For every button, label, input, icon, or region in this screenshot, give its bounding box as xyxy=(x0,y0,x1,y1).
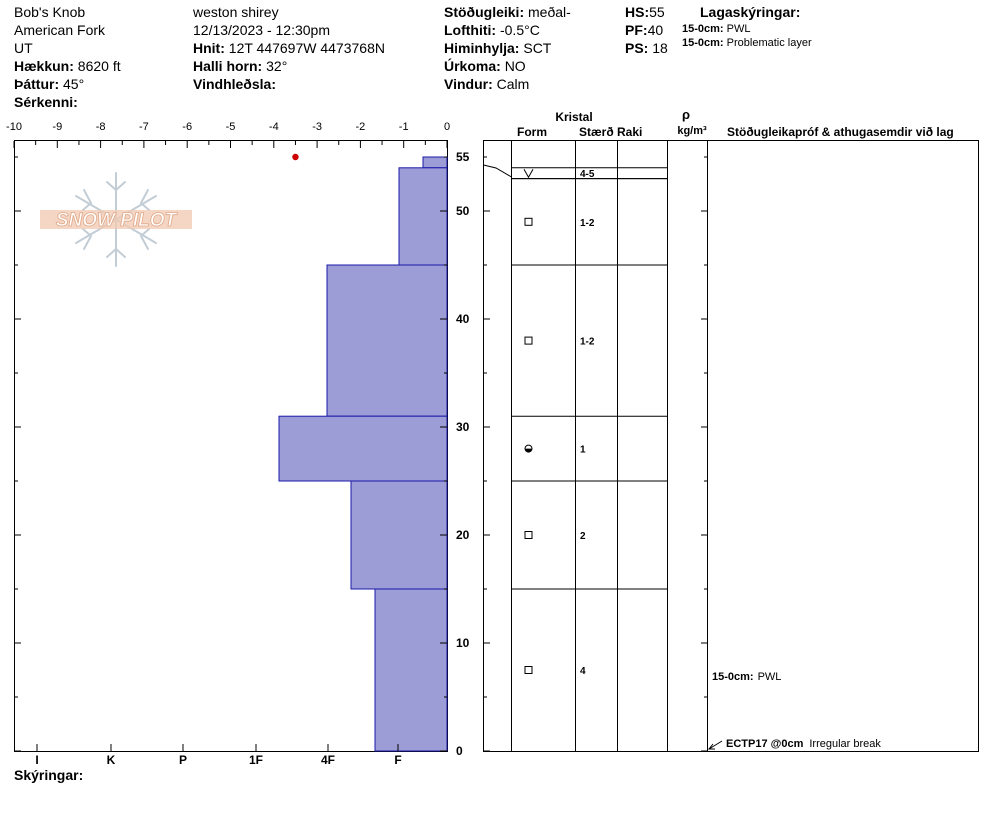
crystal-size: 1 xyxy=(580,445,586,456)
temp-tick-label: -10 xyxy=(6,121,22,133)
state: UT xyxy=(14,40,33,56)
depth-tick-label: 30 xyxy=(456,420,470,434)
aspect: Þáttur: 45° xyxy=(14,76,85,92)
hardness-tick-label: 1F xyxy=(249,753,263,767)
features: Sérkenni: xyxy=(14,94,78,110)
elevation: Hækkun: 8620 ft xyxy=(14,58,121,74)
depth-tick-label: 0 xyxy=(456,744,463,758)
layer-connector xyxy=(483,164,512,178)
depth-axis: 0 10 20 30 40 50 55 xyxy=(14,150,470,758)
snowpilot-logo: SNOW PILOT xyxy=(40,172,192,267)
sky-cover: Himinhylja: SCT xyxy=(444,40,552,56)
table-row: 4-5 xyxy=(523,168,595,180)
crystal-form-square-icon xyxy=(524,666,533,674)
col-crystal: Kristal xyxy=(555,110,592,124)
foot-penetration: PF:40 xyxy=(625,22,664,38)
crystal-form-rounded-fill xyxy=(525,448,532,453)
ski-penetration: PS: 18 xyxy=(625,40,668,56)
legend-item-1: 15-0cm: PWL xyxy=(682,23,751,35)
hardness-bar xyxy=(350,480,448,590)
crystal-size: 4-5 xyxy=(580,169,595,180)
table-row: 2 xyxy=(524,531,586,542)
col-tests: Stöðugleikapróf & athugasemdir við lag xyxy=(727,125,954,139)
wind: Vindur: Calm xyxy=(444,76,530,92)
hardness-tick-label: I xyxy=(35,753,38,767)
table-row: 1-2 xyxy=(524,336,595,348)
snow-height: HS:55 xyxy=(625,4,665,20)
hardness-bar xyxy=(398,167,448,266)
col-density-unit: kg/m³ xyxy=(677,125,707,137)
wind-loading: Vindhleðsla: xyxy=(193,76,276,92)
hardness-tick-label: F xyxy=(394,753,401,767)
hardness-bar xyxy=(422,156,448,169)
hardness-axis: I K P 1F 4F F xyxy=(35,744,402,767)
observer: weston shirey xyxy=(193,4,279,20)
crystal-form-square-icon xyxy=(524,336,533,345)
notes-label: Skýringar: xyxy=(14,767,84,783)
temperature-points xyxy=(292,153,299,161)
temp-tick-label: -6 xyxy=(182,121,192,133)
datetime: 12/13/2023 - 12:30pm xyxy=(193,22,330,38)
hardness-tick-label: 4F xyxy=(321,753,335,767)
temp-tick-label: -8 xyxy=(96,121,106,133)
col-form: Form xyxy=(517,125,547,139)
location-name: Bob's Knob xyxy=(14,4,86,20)
col-size: Stærð xyxy=(579,125,614,139)
temp-tick-label: -9 xyxy=(52,121,62,133)
depth-tick-label: 50 xyxy=(456,204,470,218)
crystal-form-surface-hoar-icon xyxy=(523,168,534,179)
depth-tick-label: 10 xyxy=(456,636,470,650)
table-row: 1 xyxy=(524,444,586,456)
stability-test-result: ECTP17 @0cm Irregular break xyxy=(726,738,881,750)
crystal-size: 1-2 xyxy=(580,218,595,229)
air-temperature: Lofthiti: -0.5°C xyxy=(444,22,540,38)
table-row: 1-2 xyxy=(524,217,595,229)
temperature-point xyxy=(292,153,299,161)
mountain-range: American Fork xyxy=(14,22,106,38)
col-moisture: Raki xyxy=(617,125,642,139)
temp-tick-label: -4 xyxy=(269,121,279,133)
temp-tick-label: -5 xyxy=(226,121,236,133)
hardness-tick-label: P xyxy=(179,753,187,767)
crystal-form-square-icon xyxy=(524,217,533,226)
col-density-symbol: ρ xyxy=(682,107,690,122)
crystal-size: 4 xyxy=(580,666,586,677)
depth-tick-label: 55 xyxy=(456,150,470,164)
crystal-size: 1-2 xyxy=(580,337,595,348)
hardness-bar xyxy=(278,415,448,482)
layer-table: Kristal Form Stærð Raki ρ kg/m³ Stöðugle… xyxy=(483,107,979,752)
temp-tick-label: -7 xyxy=(139,121,149,133)
crystal-form-square-icon xyxy=(524,531,533,539)
hardness-bar xyxy=(326,264,448,417)
temp-tick-label: -1 xyxy=(399,121,409,133)
hardness-bars xyxy=(278,156,448,752)
depth-tick-label: 20 xyxy=(456,528,470,542)
logo-text: SNOW PILOT xyxy=(56,210,178,231)
table-row: 4 xyxy=(524,666,586,677)
hardness-tick-label: K xyxy=(107,753,116,767)
hardness-bar xyxy=(374,588,448,752)
layer-comment: 15-0cm: PWL xyxy=(712,671,781,683)
temp-tick-label: 0 xyxy=(444,121,450,133)
legend-item-2: 15-0cm: Problematic layer xyxy=(682,37,812,49)
stability: Stöðugleiki: meðal- xyxy=(444,4,571,20)
depth-tick-label: 40 xyxy=(456,312,470,326)
coordinates: Hnit: 12T 447697W 4473768N xyxy=(193,40,385,56)
precipitation: Úrkoma: NO xyxy=(444,58,526,74)
temperature-axis: -10 -9 -8 -7 -6 -5 -4 -3 -2 -1 0 xyxy=(6,121,450,148)
temp-tick-label: -2 xyxy=(356,121,366,133)
test-arrow xyxy=(708,740,723,750)
legend-title: Lagaskýringar: xyxy=(700,4,801,20)
crystal-size: 2 xyxy=(580,531,586,542)
temp-tick-label: -3 xyxy=(312,121,322,133)
slope-angle: Halli horn: 32° xyxy=(193,58,288,74)
